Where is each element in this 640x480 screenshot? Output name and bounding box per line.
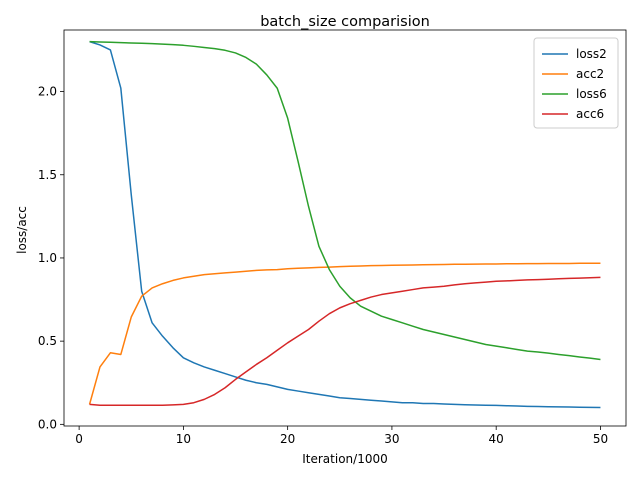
axis-ticks: 0 10 20 30 40 50 0.0 0.5 1.0 1.5 2.0: [38, 85, 608, 446]
x-tick-label: 0: [75, 432, 83, 446]
legend-box: [533, 37, 619, 129]
x-tick-label: 50: [593, 432, 608, 446]
legend-label-acc2: acc2: [576, 67, 604, 81]
series-line-acc2: [88, 262, 601, 405]
y-tick-label: 0.5: [38, 334, 57, 348]
x-tick-label: 30: [384, 432, 399, 446]
series-line-loss6: [89, 40, 601, 361]
y-axis-label: loss/acc: [15, 206, 29, 254]
y-tick-label: 1.0: [38, 251, 57, 265]
x-tick-label: 20: [280, 432, 295, 446]
axes-frame: [63, 29, 627, 427]
x-tick-label: 40: [489, 432, 504, 446]
legend-label-acc6: acc6: [576, 107, 604, 121]
y-tick-label: 1.5: [38, 168, 57, 182]
legend-label-loss6: loss6: [576, 87, 607, 101]
chart-title: batch_size comparision: [260, 14, 430, 30]
series-line-acc6: [89, 276, 601, 406]
series-group: [88, 40, 601, 409]
series-line-loss2: [89, 40, 601, 409]
y-tick-label: 2.0: [38, 85, 57, 99]
x-tick-label: 10: [176, 432, 191, 446]
y-tick-label: 0.0: [38, 417, 57, 431]
legend-label-loss2: loss2: [576, 47, 607, 61]
x-axis-label: Iteration/1000: [302, 452, 387, 466]
legend: loss2 acc2 loss6 acc6: [533, 37, 619, 129]
